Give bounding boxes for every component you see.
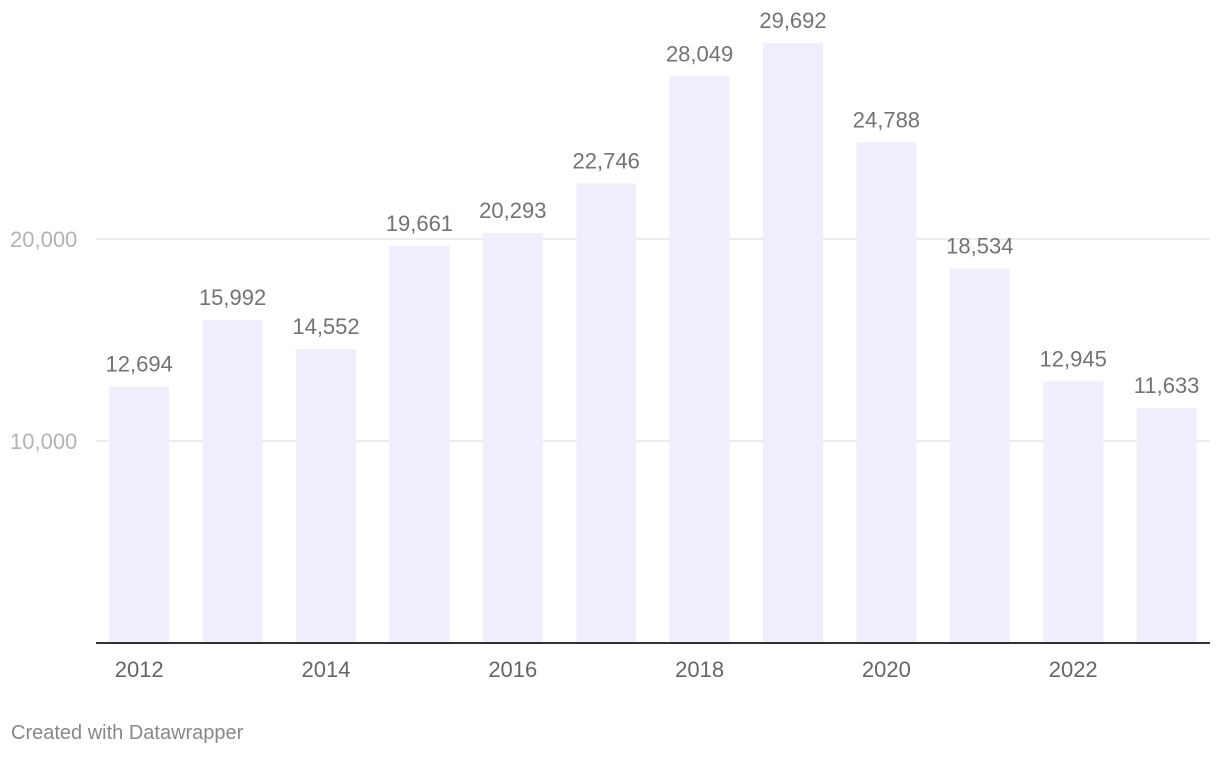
bar-2015[interactable] bbox=[389, 245, 450, 644]
value-label-2017: 22,746 bbox=[573, 149, 640, 174]
bar-2018[interactable] bbox=[669, 76, 730, 643]
bar-2016[interactable] bbox=[482, 233, 543, 643]
value-label-2014: 14,552 bbox=[292, 314, 359, 339]
x-tick-label: 2014 bbox=[302, 657, 351, 682]
value-label-2019: 29,692 bbox=[759, 8, 826, 33]
y-tick-label: 10,000 bbox=[10, 429, 77, 454]
x-tick-label: 2012 bbox=[115, 657, 164, 682]
value-labels: 12,694 15,992 14,552 19,661 20,293 22,746 28,0… bbox=[106, 8, 1200, 398]
bar-chart: 12,694 15,992 14,552 19,661 20,293 22,746 28,0… bbox=[10, 8, 1210, 682]
x-tick-label: 2016 bbox=[488, 657, 537, 682]
gridlines bbox=[96, 238, 1210, 442]
bars bbox=[109, 43, 1197, 644]
value-label-2018: 28,049 bbox=[666, 41, 733, 66]
bar-2014[interactable] bbox=[296, 349, 356, 643]
bar-2021[interactable] bbox=[949, 268, 1010, 643]
bar-2020[interactable] bbox=[856, 142, 917, 643]
value-label-2013: 15,992 bbox=[199, 285, 266, 310]
value-label-2012: 12,694 bbox=[106, 352, 173, 377]
bar-2019[interactable] bbox=[763, 43, 823, 643]
bar-2023[interactable] bbox=[1136, 408, 1197, 643]
x-tick-label: 2018 bbox=[675, 657, 724, 682]
value-label-2023: 11,633 bbox=[1134, 373, 1200, 398]
x-tick-label: 2020 bbox=[862, 657, 911, 682]
bar-2013[interactable] bbox=[202, 319, 263, 643]
value-label-2022: 12,945 bbox=[1040, 347, 1107, 372]
footer-credit[interactable]: Created with Datawrapper bbox=[11, 722, 244, 744]
y-tick-label: 20,000 bbox=[10, 227, 77, 252]
y-axis: 10,000 20,000 bbox=[10, 227, 77, 454]
value-label-2015: 19,661 bbox=[386, 211, 453, 236]
value-label-2021: 18,534 bbox=[946, 234, 1013, 259]
x-axis: 2012 2014 2016 2018 2020 2022 bbox=[96, 642, 1210, 682]
x-tick-label: 2022 bbox=[1049, 657, 1098, 682]
bar-2022[interactable] bbox=[1043, 381, 1104, 643]
value-label-2016: 20,293 bbox=[479, 198, 546, 223]
bar-2012[interactable] bbox=[109, 386, 170, 643]
bar-2017[interactable] bbox=[576, 183, 637, 643]
value-label-2020: 24,788 bbox=[853, 107, 920, 132]
